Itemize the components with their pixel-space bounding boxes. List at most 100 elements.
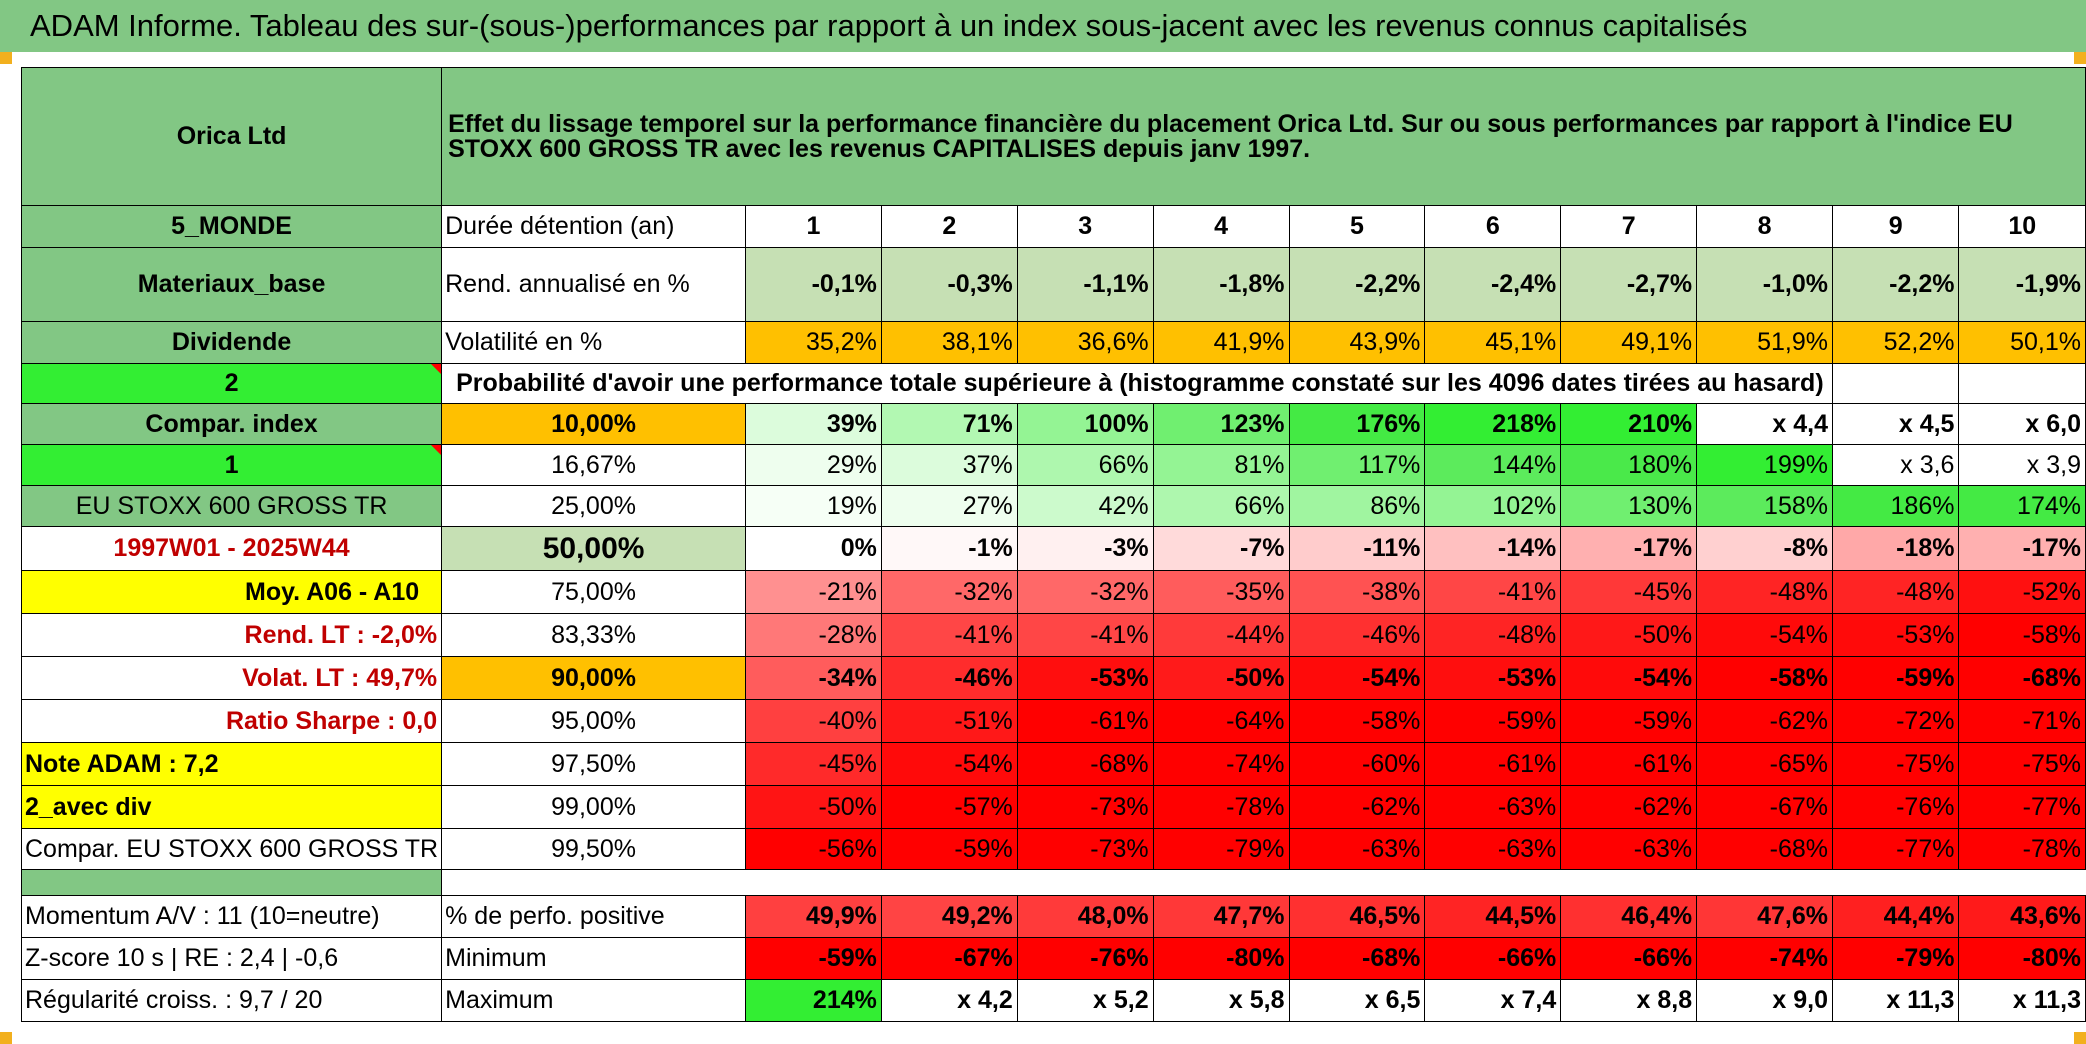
- proba-cell: 27%: [880, 485, 1018, 527]
- proba-cell: -8%: [1696, 526, 1833, 571]
- perf-pos-value: 44,5%: [1424, 895, 1562, 938]
- proba-cell: 39%: [745, 403, 882, 445]
- corner-marker: [0, 1032, 12, 1044]
- pct-label: 99,00%: [441, 785, 746, 829]
- proba-cell: -34%: [745, 656, 882, 700]
- proba-cell: -76%: [1831, 785, 1960, 829]
- proba-cell: 42%: [1016, 485, 1154, 527]
- rend-value: -2,2%: [1831, 247, 1960, 322]
- rend-label: Rend. annualisé en %: [441, 247, 746, 322]
- proba-cell: -1%: [880, 526, 1018, 571]
- proba-label: Probabilité d'avoir une performance tota…: [441, 363, 1833, 404]
- proba-cell: 123%: [1152, 403, 1290, 445]
- empty-cell: [1958, 363, 2086, 404]
- perf-pos-value: 43,6%: [1958, 895, 2086, 938]
- vol-label: Volatilité en %: [441, 321, 746, 364]
- num2-cell: 2: [20, 363, 443, 404]
- proba-cell: 199%: [1696, 444, 1833, 486]
- empty-cell: [1831, 363, 1960, 404]
- proba-row: 1 16,67% 29% 37% 66% 81% 117% 144% 180% …: [20, 444, 2086, 486]
- avec-div-label: 2_avec div: [20, 785, 443, 829]
- maximum-value: x 11,3: [1831, 979, 1960, 1022]
- compar-index-label: Compar. index: [20, 403, 443, 445]
- proba-cell: -73%: [1016, 785, 1154, 829]
- minimum-value: -67%: [880, 937, 1018, 980]
- perf-pos-value: 47,7%: [1152, 895, 1290, 938]
- proba-cell: -50%: [1152, 656, 1290, 700]
- proba-cell: -28%: [745, 613, 882, 657]
- spacer-cell: [20, 869, 443, 896]
- proba-cell: -74%: [1152, 742, 1290, 786]
- table-description: Effet du lissage temporel sur la perform…: [441, 67, 2086, 206]
- proba-cell: -38%: [1288, 570, 1426, 614]
- proba-cell: -75%: [1958, 742, 2086, 786]
- rend-value: -2,4%: [1424, 247, 1562, 322]
- rend-value: -1,8%: [1152, 247, 1290, 322]
- year-header: 5: [1288, 205, 1426, 248]
- proba-row: EU STOXX 600 GROSS TR 25,00% 19% 27% 42%…: [20, 485, 2086, 527]
- proba-cell: -48%: [1424, 613, 1562, 657]
- proba-cell: -32%: [1016, 570, 1154, 614]
- pct-label: 16,67%: [441, 444, 746, 486]
- proba-cell: -45%: [1560, 570, 1698, 614]
- proba-cell: 174%: [1958, 485, 2086, 527]
- minimum-value: -66%: [1560, 937, 1698, 980]
- minimum-value: -66%: [1424, 937, 1562, 980]
- maximum-value: x 11,3: [1958, 979, 2086, 1022]
- pct-label: 95,00%: [441, 699, 746, 743]
- proba-cell: -67%: [1696, 785, 1833, 829]
- proba-cell: -54%: [1288, 656, 1426, 700]
- title-bar: ADAM Informe. Tableau des sur-(sous-)per…: [0, 0, 2086, 52]
- sharpe-label: Ratio Sharpe : 0,0: [20, 699, 443, 743]
- minimum-label: Minimum: [441, 937, 746, 980]
- proba-cell: 176%: [1288, 403, 1426, 445]
- proba-cell: -48%: [1831, 570, 1960, 614]
- vol-value: 43,9%: [1288, 321, 1426, 364]
- proba-cell: x 6,0: [1958, 403, 2086, 445]
- regularite-label: Régularité croiss. : 9,7 / 20: [20, 979, 443, 1022]
- proba-cell: 66%: [1016, 444, 1154, 486]
- performance-table: Orica Ltd Effet du lissage temporel sur …: [20, 67, 2086, 1022]
- perf-pos-value: 49,2%: [880, 895, 1018, 938]
- corner-marker: [2074, 1032, 2086, 1044]
- year-header: 7: [1560, 205, 1698, 248]
- proba-row: Note ADAM : 7,2 97,50% -45% -54% -68% -7…: [20, 742, 2086, 786]
- proba-cell: 37%: [880, 444, 1018, 486]
- proba-cell: -58%: [1958, 613, 2086, 657]
- proba-cell: -57%: [880, 785, 1018, 829]
- proba-cell: -41%: [1424, 570, 1562, 614]
- vol-value: 45,1%: [1424, 321, 1562, 364]
- proba-cell: -3%: [1016, 526, 1154, 571]
- index-name: EU STOXX 600 GROSS TR: [20, 485, 443, 527]
- proba-cell: 180%: [1560, 444, 1698, 486]
- proba-cell: -68%: [1016, 742, 1154, 786]
- proba-cell: -46%: [880, 656, 1018, 700]
- proba-cell: -68%: [1696, 828, 1833, 870]
- proba-cell: 66%: [1152, 485, 1290, 527]
- perf-pos-value: 44,4%: [1831, 895, 1960, 938]
- compar-full-label: Compar. EU STOXX 600 GROSS TR: [20, 828, 443, 870]
- proba-cell: -63%: [1288, 828, 1426, 870]
- volat-lt-label: Volat. LT : 49,7%: [20, 656, 443, 700]
- perf-pos-value: 48,0%: [1016, 895, 1154, 938]
- proba-cell: -14%: [1424, 526, 1562, 571]
- maximum-value: x 9,0: [1696, 979, 1833, 1022]
- proba-cell: -79%: [1152, 828, 1290, 870]
- period-label: 1997W01 - 2025W44: [20, 526, 443, 571]
- proba-cell: 130%: [1560, 485, 1698, 527]
- proba-cell: -51%: [880, 699, 1018, 743]
- proba-cell: -62%: [1696, 699, 1833, 743]
- rend-value: -0,3%: [880, 247, 1018, 322]
- proba-cell: 102%: [1424, 485, 1562, 527]
- proba-cell: -7%: [1152, 526, 1290, 571]
- proba-cell: -21%: [745, 570, 882, 614]
- proba-cell: -44%: [1152, 613, 1290, 657]
- proba-row: Ratio Sharpe : 0,0 95,00% -40% -51% -61%…: [20, 699, 2086, 743]
- maximum-value: x 6,5: [1288, 979, 1426, 1022]
- pct-label: 97,50%: [441, 742, 746, 786]
- minimum-value: -74%: [1696, 937, 1833, 980]
- pct-label: 10,00%: [441, 403, 746, 445]
- year-header: 3: [1016, 205, 1154, 248]
- rend-value: -2,7%: [1560, 247, 1698, 322]
- proba-cell: -59%: [1831, 656, 1960, 700]
